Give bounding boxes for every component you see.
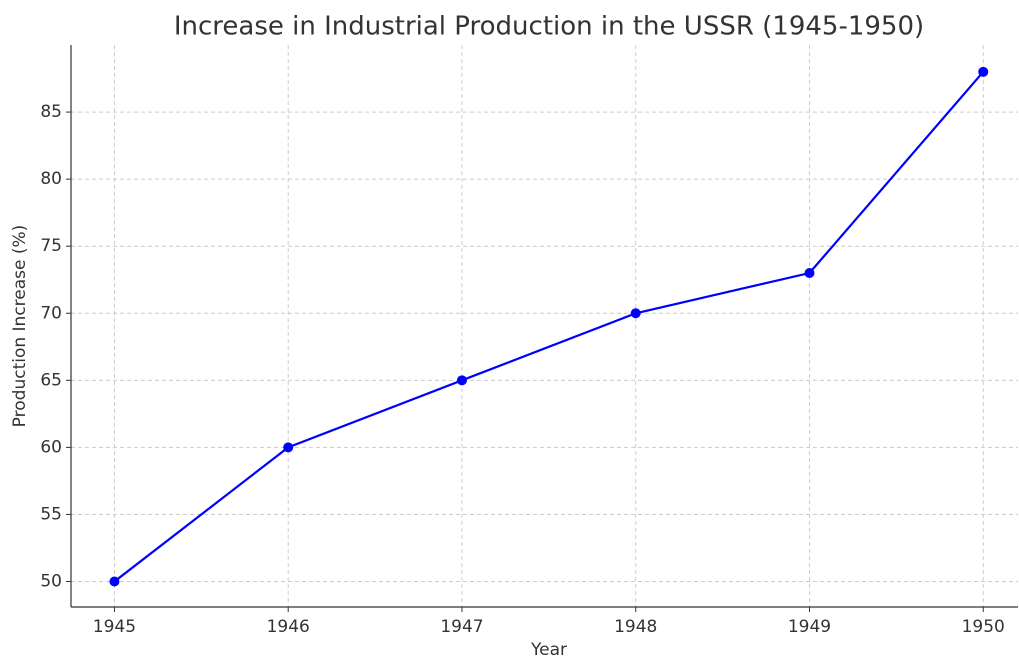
y-tick-label: 85 [40, 102, 62, 122]
x-tick-label: 1945 [93, 617, 136, 637]
x-tick-label: 1949 [788, 617, 831, 637]
x-tick-label: 1946 [267, 617, 310, 637]
x-tick-label: 1947 [440, 617, 483, 637]
x-axis-label: Year [530, 640, 567, 658]
y-tick-label: 60 [40, 437, 62, 457]
data-point [456, 375, 467, 386]
x-tick-label: 1948 [614, 617, 657, 637]
chart-title: Increase in Industrial Production in the… [174, 12, 924, 42]
y-tick-label: 50 [40, 572, 62, 592]
data-point [978, 66, 989, 77]
data-line [113, 71, 985, 583]
x-tick-label: 1950 [962, 617, 1005, 637]
data-point [283, 442, 294, 453]
y-axis-label: Production Increase (%) [10, 225, 30, 428]
data-point [804, 268, 815, 279]
data-point [109, 576, 120, 587]
data-point [630, 308, 641, 319]
y-tick-label: 75 [40, 236, 62, 256]
y-tick-label: 70 [40, 303, 62, 323]
y-tick-label: 65 [40, 370, 62, 390]
y-tick-label: 55 [40, 504, 62, 524]
y-tick-label: 80 [40, 169, 62, 189]
